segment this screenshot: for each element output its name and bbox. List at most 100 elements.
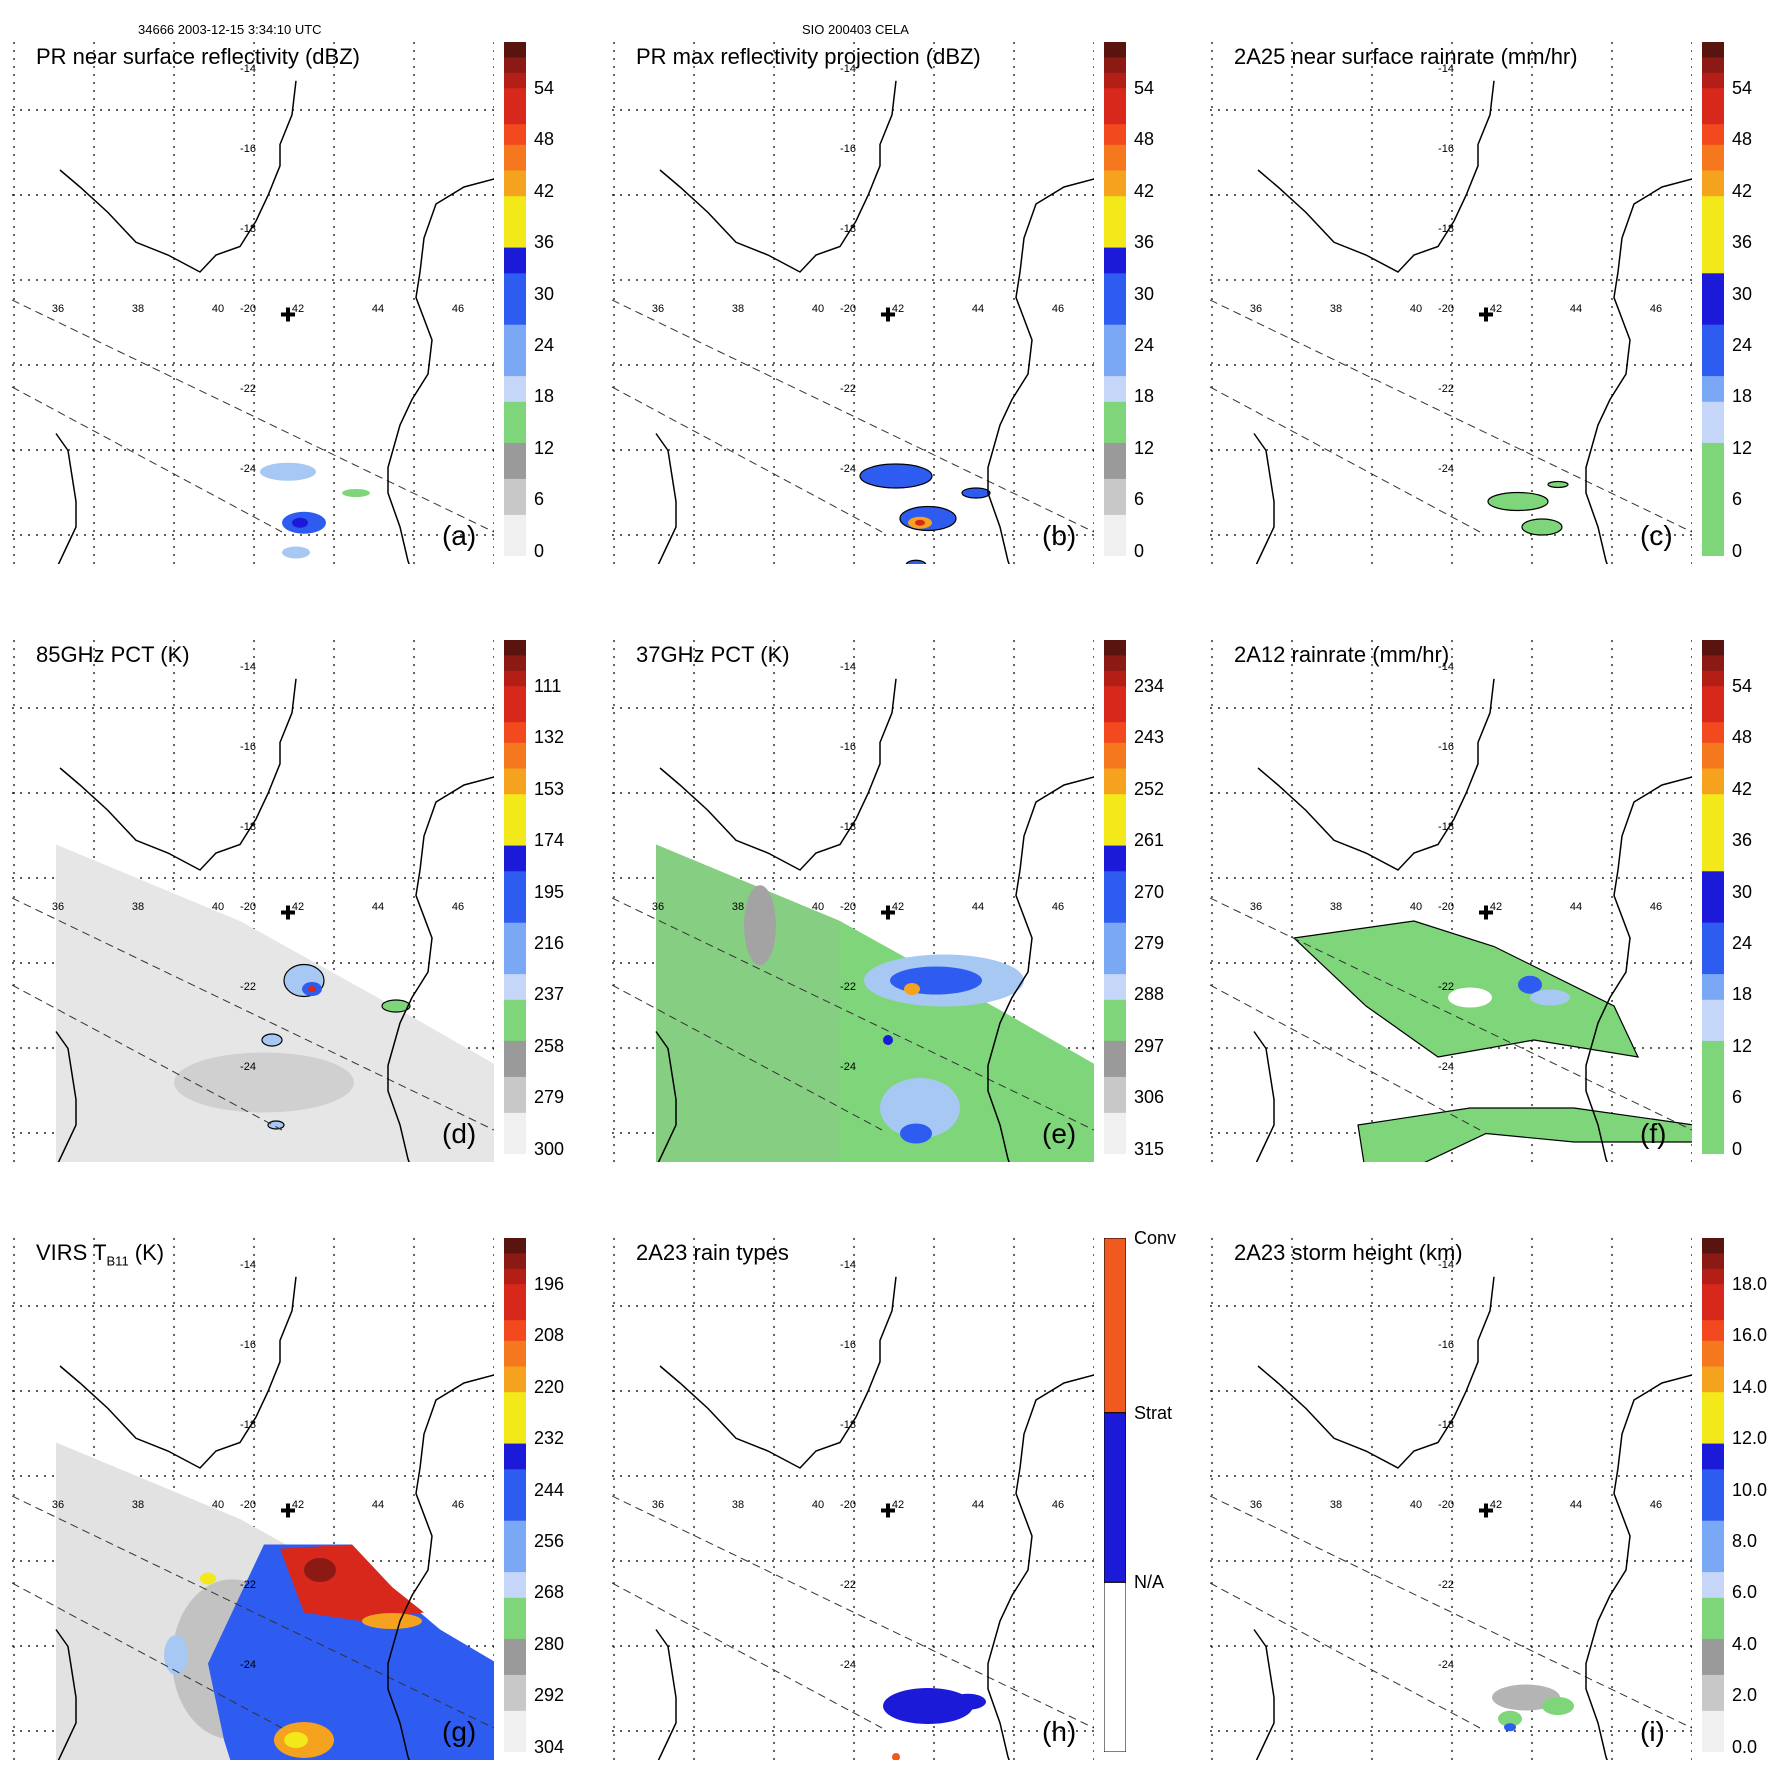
- colorbar: [1104, 1238, 1126, 1752]
- echo-region: [1542, 1697, 1574, 1715]
- field-layer: [1487, 480, 1569, 536]
- panel-label: (g): [442, 1716, 477, 1747]
- colorbar-band: [504, 57, 526, 74]
- coldest-top: [304, 1558, 336, 1582]
- panel-title: VIRS TB11 (K): [36, 1240, 164, 1268]
- colorbar-tick-label: 36: [1732, 232, 1753, 253]
- colorbar-band: [1702, 273, 1724, 326]
- madagascar-coastline: [987, 1374, 1094, 1760]
- lat-label: -16: [840, 741, 856, 753]
- colorbar-band: [1104, 670, 1126, 687]
- colorbar-band: [1702, 1238, 1724, 1254]
- title-unit: (K): [128, 1240, 165, 1265]
- field-layer: [859, 463, 991, 564]
- panel-e: 36 38 40 42 44 46 -14 -16 -18 -20 -22 -24 37GHz PCT …: [612, 632, 1164, 1174]
- colorbar-band: [504, 1076, 526, 1114]
- colorbar-band: [1702, 742, 1724, 769]
- colorbar-band: [1702, 1597, 1724, 1640]
- lon-label: 40: [812, 901, 824, 913]
- lon-label: 46: [1052, 303, 1064, 315]
- colorbar-band: [1702, 72, 1724, 89]
- colorbar-band: [1104, 722, 1126, 744]
- colorbar-tick-label: 220: [534, 1376, 565, 1397]
- mozambique-south-coastline: [655, 433, 677, 564]
- colorbar-tick-label: 0: [1732, 1138, 1743, 1159]
- colorbar-band: [1104, 247, 1126, 274]
- lon-label: 44: [972, 303, 984, 315]
- panel-title: PR near surface reflectivity (dBZ): [36, 44, 360, 69]
- colorbar-band: [504, 273, 526, 326]
- colorbar-band: [504, 670, 526, 687]
- colorbar-band: [504, 442, 526, 480]
- colorbar-band: [1702, 845, 1724, 872]
- colorbar-tick-label: 30: [1134, 283, 1155, 304]
- lat-label: -22: [1438, 1579, 1454, 1591]
- swath-edge: [612, 897, 1094, 1131]
- panel-label: (d): [442, 1118, 477, 1149]
- rain-region: [1521, 518, 1563, 536]
- colorbar-band: [1702, 88, 1724, 125]
- colorbar-band: [504, 999, 526, 1042]
- colorbar-tick-label: 42: [1732, 180, 1753, 201]
- na-swatch: [1104, 1581, 1126, 1752]
- field-layer: [260, 462, 370, 559]
- colorbar-band: [1702, 1443, 1724, 1470]
- cold-band: [362, 1613, 422, 1629]
- echo-peak: [292, 517, 308, 528]
- storm-center-cross: [1479, 307, 1493, 322]
- colorbar-band: [504, 1268, 526, 1285]
- lon-label: 42: [892, 901, 904, 913]
- lat-label: -24: [1438, 1659, 1454, 1671]
- colorbar-tick-label: 42: [1134, 180, 1155, 201]
- lon-label: 38: [132, 1499, 144, 1511]
- lon-label: 38: [732, 1499, 744, 1511]
- lon-label: 36: [1250, 901, 1262, 913]
- storm-center-cross: [281, 905, 295, 920]
- colorbar-band: [1702, 1366, 1724, 1393]
- lon-label: 44: [1570, 901, 1582, 913]
- colorbar-band: [1104, 42, 1126, 58]
- orbit-header: 34666 2003-12-15 3:34:10 UTC: [138, 22, 322, 37]
- colorbar-band: [504, 1469, 526, 1522]
- map-plot: 36 38 40 42 44 46 -14 -16 -18 -20 -22 -24: [1210, 1238, 1692, 1760]
- lat-label: -22: [840, 383, 856, 395]
- lat-label: -20: [240, 901, 256, 913]
- lat-label: -18: [240, 1419, 256, 1431]
- colorbar-band: [504, 1572, 526, 1599]
- colorbar-scale: [1702, 42, 1724, 556]
- colorbar-band: [1702, 1340, 1724, 1367]
- echo-edge: [342, 489, 370, 497]
- lat-label: -22: [1438, 981, 1454, 993]
- colorbar-tick-label: 8.0: [1732, 1531, 1758, 1551]
- colorbar-tick-label: 14.0: [1732, 1376, 1768, 1397]
- colorbar-tick-label: 0: [1732, 540, 1743, 561]
- colorbar-band: [504, 1674, 526, 1712]
- lon-label: 38: [132, 303, 144, 315]
- colorbar-tick-label: 6: [534, 489, 545, 510]
- colorbar-band: [1702, 1392, 1724, 1445]
- cell: [261, 1033, 283, 1047]
- map-plot: 36 38 40 42 44 46 -14 -16 -18 -20 -22 -24: [12, 1238, 494, 1760]
- colorbar-band: [1702, 640, 1724, 656]
- cold-peak: [904, 983, 920, 995]
- colorbar-tick-label: 256: [534, 1531, 565, 1551]
- colorbar-band: [504, 794, 526, 847]
- convective-peak: [308, 986, 316, 992]
- lon-label: 40: [812, 1499, 824, 1511]
- colorbar-band: [504, 1597, 526, 1640]
- graticule: [12, 42, 494, 564]
- colorbar-tick-label: 18.0: [1732, 1274, 1768, 1294]
- colorbar-band: [1702, 124, 1724, 146]
- lon-label: 38: [732, 303, 744, 315]
- colorbar-band: [504, 124, 526, 146]
- echo-region: [961, 487, 991, 499]
- colorbar-tick-label: 244: [534, 1479, 565, 1500]
- lon-label: 36: [652, 901, 664, 913]
- madagascar-coastline: [1585, 776, 1692, 1162]
- colorbar-band: [1702, 1268, 1724, 1285]
- colorbar-tick-label: 252: [1134, 778, 1165, 799]
- colorbar-tick-label: 30: [534, 283, 555, 304]
- lon-label: 44: [972, 901, 984, 913]
- colorbar-tick-label: 195: [534, 881, 565, 902]
- colorbar-band: [504, 686, 526, 723]
